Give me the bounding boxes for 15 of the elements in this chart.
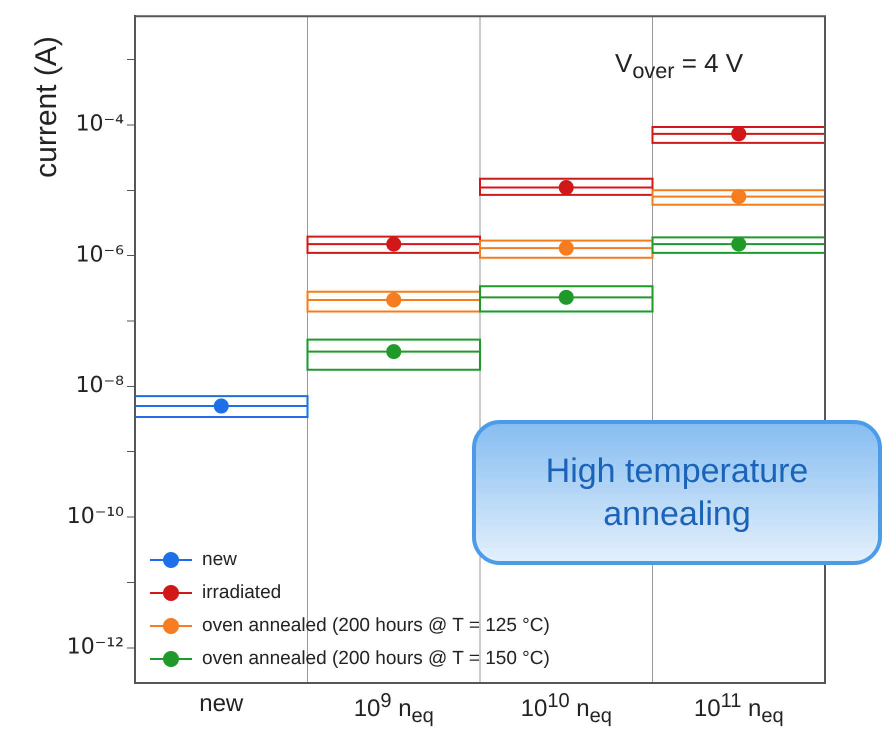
x-tick-label: 10$^{9}$ n$_{eq}$: [354, 690, 434, 728]
x-tick-label: 10$^{10}$ n$_{eq}$: [520, 690, 612, 728]
legend-label: oven annealed (200 hours @ T = 150 °C): [202, 648, 550, 670]
legend-label: new: [202, 548, 237, 570]
legend-label: oven annealed (200 hours @ T = 125 °C): [202, 614, 550, 636]
y-axis-title: current (A): [30, 36, 64, 178]
y-tick-label: 10⁻¹⁰: [66, 504, 124, 529]
x-tick-label: 10$^{11}$ n$_{eq}$: [694, 690, 784, 728]
x-tick-label: new: [199, 690, 244, 718]
y-tick-label: 10⁻⁸: [76, 373, 124, 398]
y-tick-label: 10⁻⁶: [76, 242, 124, 268]
legend-label: irradiated: [202, 582, 282, 604]
y-tick-label: 10⁻¹²: [66, 634, 124, 660]
annotation: V$_{over}$ = 4 V: [615, 48, 744, 84]
y-tick-label: 10⁻⁴: [76, 112, 124, 137]
